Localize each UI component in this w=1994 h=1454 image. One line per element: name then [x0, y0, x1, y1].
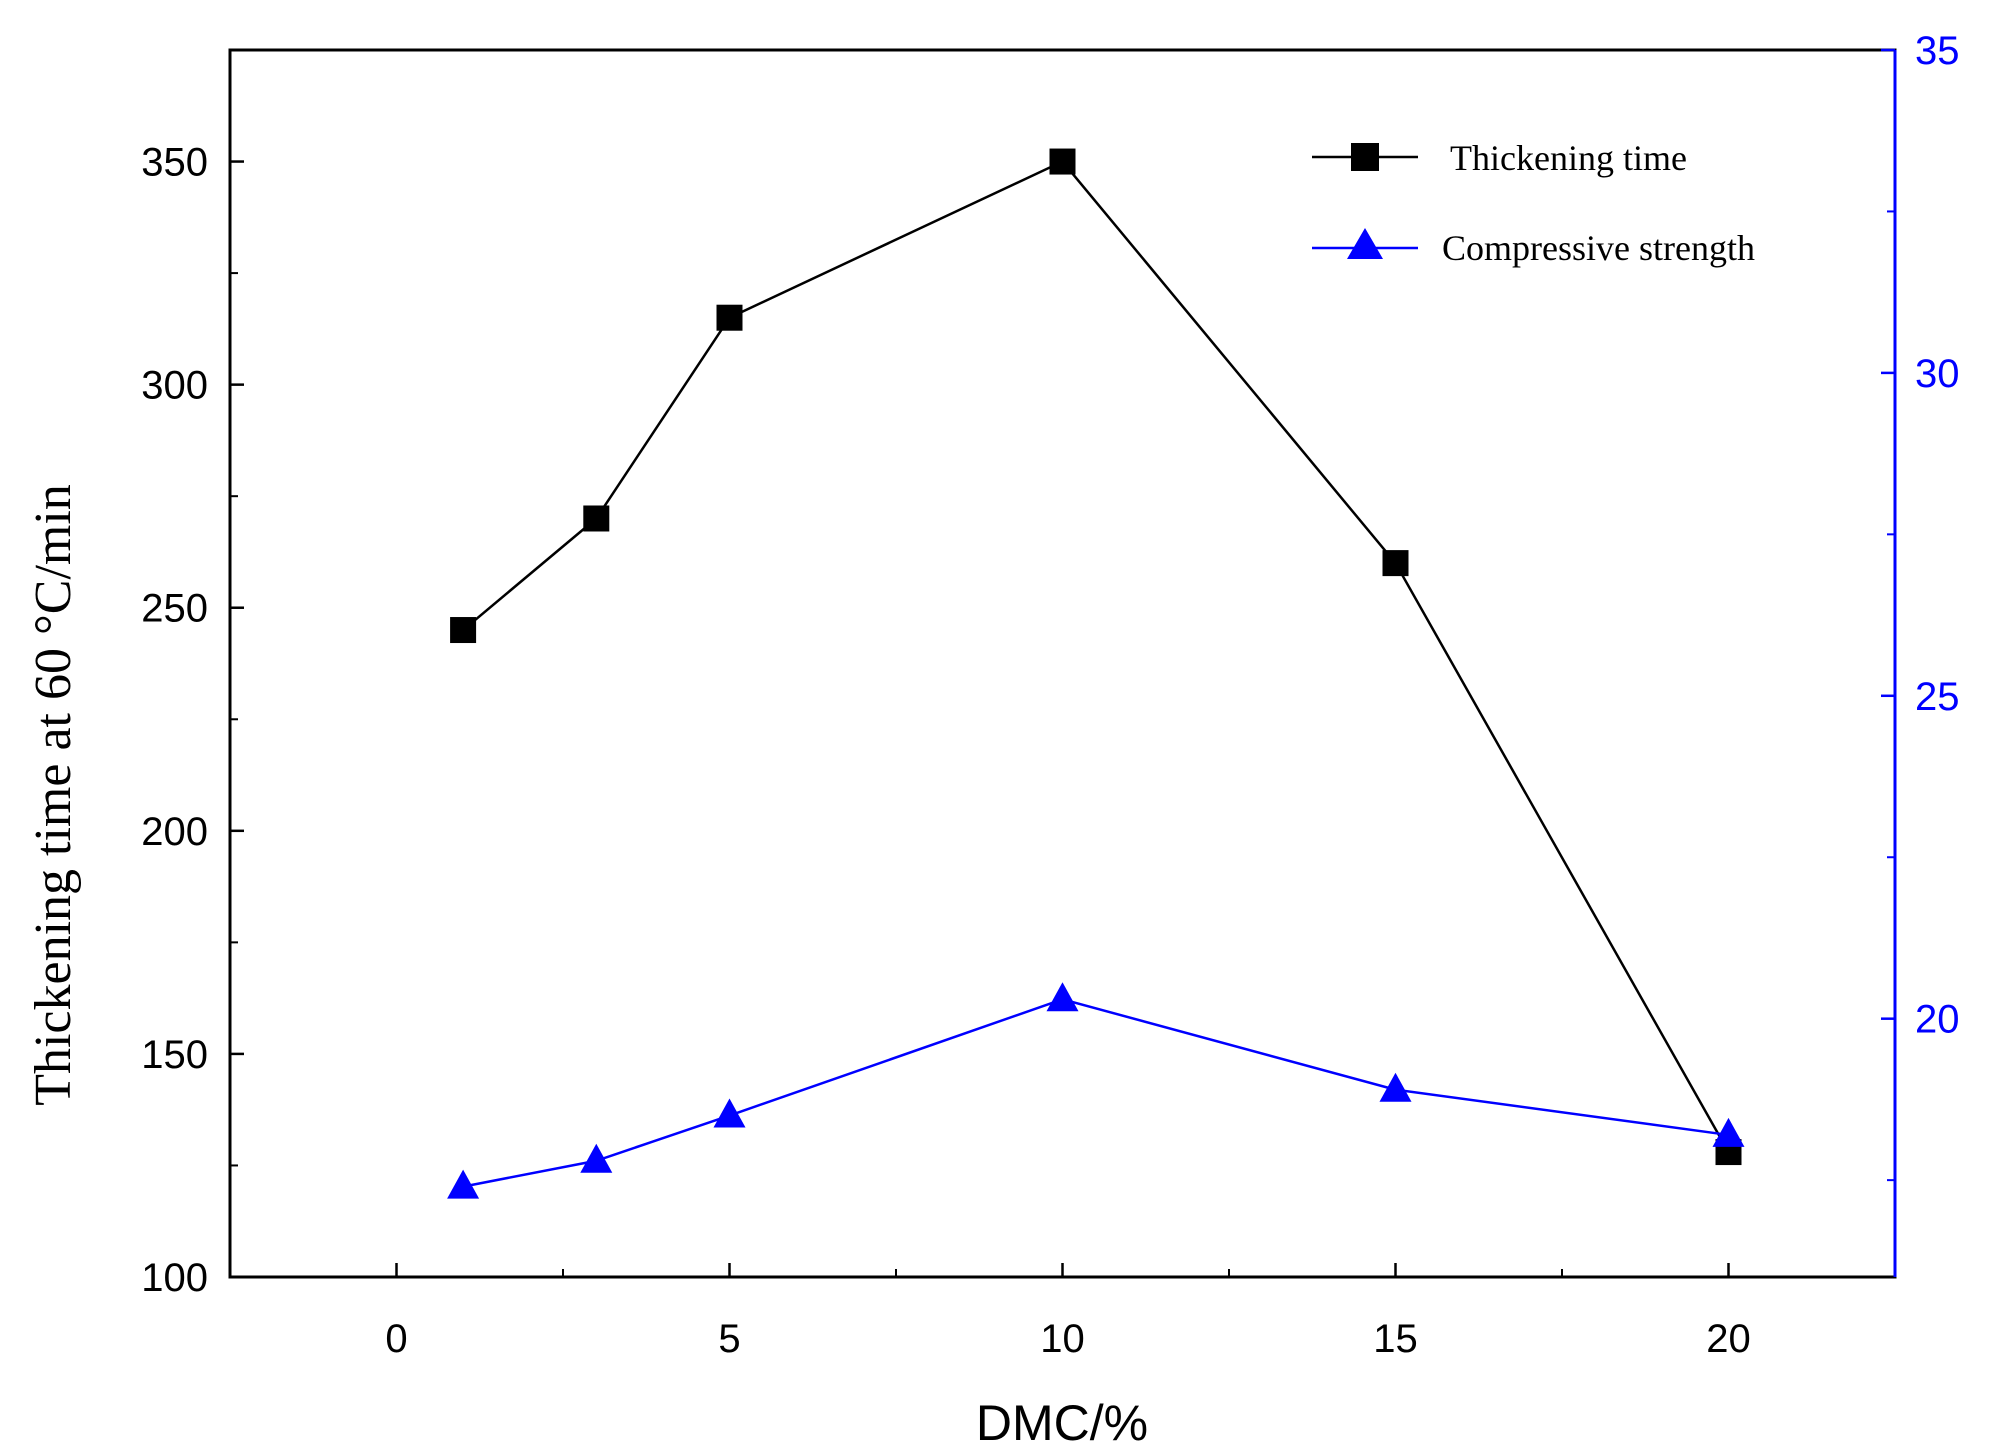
thickening-time-point: [583, 505, 610, 532]
compressive-strength-point: [1046, 982, 1079, 1012]
y-left-tick-label: 100: [141, 1256, 208, 1300]
x-tick-label: 0: [385, 1317, 407, 1361]
compressive-strength-point: [713, 1098, 746, 1128]
thickening-time-point: [450, 617, 477, 644]
y-left-tick-label: 150: [141, 1033, 208, 1077]
x-tick-label: 5: [718, 1317, 740, 1361]
y-left-tick-label: 350: [141, 141, 208, 185]
thickening-time-point: [716, 304, 743, 331]
compressive-strength-point: [1379, 1072, 1412, 1102]
x-axis-label: DMC/%: [976, 1395, 1148, 1451]
left-y-axis-label: Thickening time at 60 °C/min: [25, 484, 82, 1106]
y-right-tick-label: 35: [1915, 29, 1960, 73]
left-y-axis-ticks: 100 150 200 250 300 350: [141, 141, 244, 1300]
legend: Thickening time Compressive strength: [1312, 138, 1755, 268]
y-left-tick-label: 250: [141, 587, 208, 631]
compressive-strength-point: [1712, 1117, 1745, 1147]
compressive-strength-point: [580, 1143, 613, 1173]
series-layer: [447, 148, 1745, 1199]
x-tick-label: 20: [1706, 1317, 1751, 1361]
legend-marker-square: [1351, 143, 1379, 171]
x-tick-label: 15: [1373, 1317, 1418, 1361]
y-right-tick-label: 30: [1915, 352, 1960, 396]
thickening-time-line: [462, 160, 1730, 1153]
y-right-tick-label: 25: [1915, 675, 1960, 719]
x-tick-label: 10: [1040, 1317, 1085, 1361]
compressive-strength-point: [447, 1169, 480, 1199]
thickening-time-point: [1049, 148, 1076, 175]
legend-marker-triangle: [1347, 228, 1383, 259]
y-left-tick-label: 200: [141, 810, 208, 854]
legend-label-thickening: Thickening time: [1450, 138, 1687, 178]
compressive-strength-line: [462, 998, 1729, 1188]
right-y-axis-ticks: 20 25 30 35: [1881, 29, 1960, 1182]
y-right-tick-label: 20: [1915, 998, 1960, 1042]
legend-label-compressive: Compressive strength: [1442, 228, 1755, 268]
y-left-tick-label: 300: [141, 364, 208, 408]
thickening-time-point: [1382, 550, 1409, 577]
x-axis-ticks: 0 5 10 15 20: [385, 1263, 1751, 1361]
